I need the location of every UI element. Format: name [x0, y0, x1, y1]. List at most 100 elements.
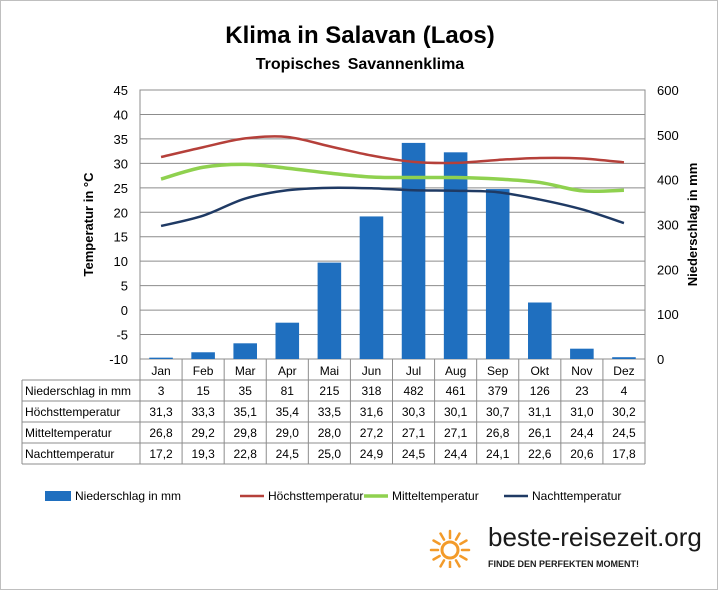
data-label: 27,1	[444, 426, 468, 440]
data-label: 126	[530, 384, 550, 398]
precipitation-bar	[149, 357, 173, 359]
data-label: 15	[196, 384, 210, 398]
y-left-tick-label: 35	[114, 132, 128, 147]
data-label: 17,8	[612, 447, 636, 461]
data-label: 31,0	[570, 405, 594, 419]
sun-ray	[439, 559, 446, 568]
legend-mean-temp-label: Mitteltemperatur	[392, 489, 479, 503]
data-label: 461	[446, 384, 466, 398]
data-label: 20,6	[570, 447, 594, 461]
precipitation-bar	[612, 357, 636, 359]
data-label: 28,0	[318, 426, 342, 440]
precipitation-bar	[233, 343, 257, 359]
data-label: 318	[361, 384, 381, 398]
brand-logo[interactable]: beste-reisezeit.org FINDE DEN PERFEKTEN …	[428, 522, 718, 582]
data-label: 30,1	[444, 405, 468, 419]
data-label: 24,5	[402, 447, 426, 461]
sun-ray	[459, 554, 468, 561]
data-label: 215	[319, 384, 339, 398]
precipitation-bar	[401, 142, 426, 359]
data-label: 30,3	[402, 405, 426, 419]
data-label: 31,3	[149, 405, 173, 419]
precipitation-bar	[191, 352, 215, 359]
data-label: 26,1	[528, 426, 552, 440]
data-label: 3	[158, 384, 165, 398]
y-right-tick-label: 600	[657, 83, 679, 98]
data-label: 482	[404, 384, 424, 398]
data-label: 29,0	[276, 426, 300, 440]
chart-subtitle: Tropisches Savannenklima	[255, 56, 465, 73]
x-category-label: Mar	[235, 364, 256, 378]
data-label: 29,8	[234, 426, 258, 440]
data-label: 22,6	[528, 447, 552, 461]
data-label: 31,1	[528, 405, 552, 419]
x-category-label: Aug	[445, 364, 466, 378]
data-label: 33,3	[191, 405, 215, 419]
data-label: 35	[239, 384, 253, 398]
data-label: 26,8	[149, 426, 173, 440]
x-category-label: Dez	[613, 364, 634, 378]
precipitation-bar	[528, 302, 552, 359]
y-right-axis-title: Niederschlag in mm	[685, 163, 700, 287]
data-label: 35,4	[276, 405, 300, 419]
y-left-tick-label: 40	[114, 107, 128, 122]
precipitation-bar	[485, 189, 510, 359]
data-label: 24,5	[612, 426, 636, 440]
data-label: 81	[281, 384, 295, 398]
legend-precipitation-label: Niederschlag in mm	[75, 489, 181, 503]
legend-precipitation-swatch	[45, 491, 71, 501]
y-left-tick-label: 25	[114, 181, 128, 196]
data-label: 30,7	[486, 405, 510, 419]
data-label: 4	[621, 384, 628, 398]
mean-temp-line	[160, 162, 624, 193]
precipitation-bar	[317, 262, 342, 359]
y-left-tick-label: -5	[116, 328, 128, 343]
data-label: 25,0	[318, 447, 342, 461]
data-label: 379	[488, 384, 508, 398]
precipitation-bar	[443, 152, 468, 359]
data-label: 27,1	[402, 426, 426, 440]
y-left-tick-label: 15	[114, 230, 128, 245]
data-label: 33,5	[318, 405, 342, 419]
x-category-label: Sep	[487, 364, 509, 378]
mean-temp-row-label: Mitteltemperatur	[25, 426, 112, 440]
data-label: 26,8	[486, 426, 510, 440]
data-label: 24,9	[360, 447, 384, 461]
chart-title: Klima in Salavan (Laos)	[225, 22, 495, 49]
sun-ray	[454, 532, 461, 541]
night-temp-row-label: Nachttemperatur	[25, 447, 114, 461]
data-label: 17,2	[149, 447, 173, 461]
y-left-tick-label: 20	[114, 205, 128, 220]
precipitation-bar	[570, 348, 594, 359]
x-category-label: Feb	[193, 364, 214, 378]
data-label: 24,1	[486, 447, 510, 461]
y-left-tick-label: 10	[114, 254, 128, 269]
y-left-tick-label: 45	[114, 83, 128, 98]
night-temp-line	[160, 186, 625, 228]
y-left-tick-label: -10	[109, 352, 128, 367]
x-category-label: Okt	[530, 364, 549, 378]
data-label: 35,1	[234, 405, 258, 419]
max-temp-row-label: Höchsttemperatur	[25, 405, 120, 419]
logo-tagline: FINDE DEN PERFEKTEN MOMENT!	[488, 559, 640, 569]
x-category-label: Jul	[406, 364, 421, 378]
x-category-label: Mai	[320, 364, 339, 378]
data-label: 23	[575, 384, 589, 398]
precipitation-row-label: Niederschlag in mm	[25, 384, 131, 398]
data-label: 24,4	[444, 447, 468, 461]
data-label: 24,5	[276, 447, 300, 461]
data-label: 31,6	[360, 405, 384, 419]
logo-text: beste-reisezeit.org	[488, 522, 702, 552]
legend-max-temp-label: Höchsttemperatur	[268, 489, 363, 503]
sun-ray	[432, 539, 441, 546]
y-right-tick-label: 500	[657, 128, 679, 143]
legend-night-temp-label: Nachttemperatur	[532, 489, 621, 503]
plot-area	[139, 89, 646, 360]
sun-ray	[439, 532, 446, 541]
x-category-label: Apr	[278, 364, 297, 378]
y-left-tick-label: 0	[121, 303, 128, 318]
data-label: 29,2	[191, 426, 215, 440]
sun-ray	[454, 559, 461, 568]
